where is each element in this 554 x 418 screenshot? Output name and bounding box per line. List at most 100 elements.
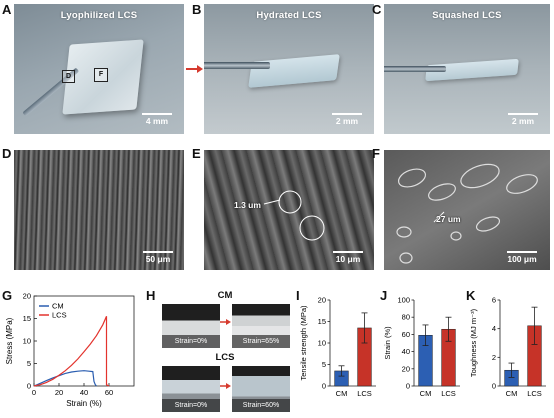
scale-label: 50 μm xyxy=(145,254,171,264)
strain-label: Strain=65% xyxy=(232,335,290,348)
panel-c-scale: 2 mm xyxy=(506,113,540,126)
panel-h-photos: CM Strain=0% Strain=65% LCS Strain=0% St… xyxy=(158,290,292,414)
x-tick-label: LCS xyxy=(527,389,542,398)
cm-strain-0: Strain=0% xyxy=(162,304,220,348)
y-tick-label: 4 xyxy=(492,324,496,333)
panel-e-scale: 10 μm xyxy=(330,251,366,264)
x-tick-label: CM xyxy=(420,389,432,398)
panel-label-i: I xyxy=(296,288,300,303)
pore xyxy=(428,183,456,201)
y-tick-label: 40 xyxy=(402,347,410,356)
strain-chart: 0 20 40 60 80 100 Strain (%) CM LCS xyxy=(383,296,460,398)
y-tick-label: 80 xyxy=(402,313,410,322)
tensile-strength-chart: 0 5 10 15 20 Tensile strength (MPa) CM LCS xyxy=(299,296,376,398)
panel-e-sem: 1.3 um 10 μm xyxy=(204,150,374,270)
y-tick-label: 100 xyxy=(397,296,410,305)
scale-bar xyxy=(332,113,362,115)
x-tick-label: LCS xyxy=(441,389,456,398)
arrow-a-to-b xyxy=(186,65,203,73)
panel-a-scale: 4 mm xyxy=(140,113,174,126)
y-tick-label: 15 xyxy=(318,317,326,326)
panel-a-photo: D F Lyophilized LCS 4 mm xyxy=(14,4,184,134)
annotation-line xyxy=(263,199,281,205)
x-tick-label: CM xyxy=(506,389,518,398)
panel-f-scale: 100 μm xyxy=(502,251,542,264)
legend-label: CM xyxy=(52,302,64,311)
panel-c-title: Squashed LCS xyxy=(432,10,502,21)
panel-label-b: B xyxy=(192,2,202,17)
strain-label: Strain=60% xyxy=(232,399,290,412)
panel-d-sem: 50 μm xyxy=(14,150,184,270)
y-tick-label: 20 xyxy=(402,364,410,373)
strain-label: Strain=0% xyxy=(162,399,220,412)
y-tick-label: 0 xyxy=(406,382,410,391)
series-line-cm xyxy=(33,370,97,387)
x-axis-label: Strain (%) xyxy=(66,399,102,408)
scale-bar xyxy=(507,251,537,253)
x-tick-label: 20 xyxy=(55,388,63,397)
pore xyxy=(450,231,462,241)
arrow-lcs xyxy=(220,383,231,389)
scale-bar xyxy=(333,251,363,253)
pore-circle-1 xyxy=(278,190,302,214)
x-tick-label: 0 xyxy=(32,388,36,397)
panel-f-sem: 27 um 100 μm xyxy=(384,150,550,270)
y-tick-label: 6 xyxy=(492,296,496,305)
panel-label-h: H xyxy=(146,288,156,303)
marker-d: D xyxy=(62,70,75,83)
panel-d-scale: 50 μm xyxy=(140,251,176,264)
lcs-strain-0: Strain=0% xyxy=(162,366,220,412)
series-line-lcs xyxy=(33,316,110,387)
pore-ellipses xyxy=(396,163,538,264)
pore xyxy=(396,226,412,238)
x-tick-label: LCS xyxy=(357,389,372,398)
y-tick-label: 10 xyxy=(23,337,31,346)
scale-bar xyxy=(508,113,538,115)
arrow-cm xyxy=(220,319,231,325)
y-tick-label: 5 xyxy=(27,359,31,368)
scale-label: 2 mm xyxy=(335,116,359,126)
panel-a-title: Lyophilized LCS xyxy=(60,10,138,21)
pore-circles xyxy=(263,190,325,241)
lcs-strain-end: Strain=60% xyxy=(232,366,290,412)
plot-frame xyxy=(33,295,135,387)
panel-label-g: G xyxy=(2,288,13,303)
pore xyxy=(397,168,427,188)
scale-label: 10 μm xyxy=(335,254,361,264)
panel-b-title: Hydrated LCS xyxy=(256,10,322,21)
y-tick-label: 15 xyxy=(23,314,31,323)
tweezers xyxy=(204,62,270,69)
panel-c-photo: Squashed LCS 2 mm xyxy=(384,4,550,134)
x-tick-label: CM xyxy=(336,389,348,398)
y-axis-label: Tensile strength (MPa) xyxy=(299,305,308,381)
y-tick-label: 5 xyxy=(322,360,326,369)
panel-f-annotation: 27 um xyxy=(436,214,461,224)
panel-label-e: E xyxy=(192,146,201,161)
pore xyxy=(475,216,501,232)
pore xyxy=(399,252,413,264)
toughness-chart: 0 2 4 6 Toughness (MJ m⁻³) CM LCS xyxy=(469,296,546,398)
y-tick-label: 0 xyxy=(27,382,31,391)
pore xyxy=(506,174,538,194)
panel-e-annotation: 1.3 um xyxy=(234,200,261,210)
scale-bar xyxy=(142,113,172,115)
panel-b-scale: 2 mm xyxy=(330,113,364,126)
row-label-lcs: LCS xyxy=(215,352,235,363)
y-axis-label: Stress (MPa) xyxy=(5,317,14,364)
pore xyxy=(460,163,500,189)
y-axis-label: Toughness (MJ m⁻³) xyxy=(469,308,478,377)
x-tick-label: 60 xyxy=(105,388,113,397)
y-tick-label: 2 xyxy=(492,353,496,362)
x-tick-label: 40 xyxy=(80,388,88,397)
annotation-line xyxy=(433,211,445,223)
y-tick-label: 60 xyxy=(402,330,410,339)
y-axis-label: Strain (%) xyxy=(383,326,392,360)
row-label-cm: CM xyxy=(217,290,233,301)
panel-label-c: C xyxy=(372,2,382,17)
y-tick-label: 20 xyxy=(23,292,31,301)
panel-label-j: J xyxy=(380,288,388,303)
scale-label: 2 mm xyxy=(511,116,535,126)
y-tick-label: 20 xyxy=(318,296,326,305)
legend-label: LCS xyxy=(52,311,67,320)
